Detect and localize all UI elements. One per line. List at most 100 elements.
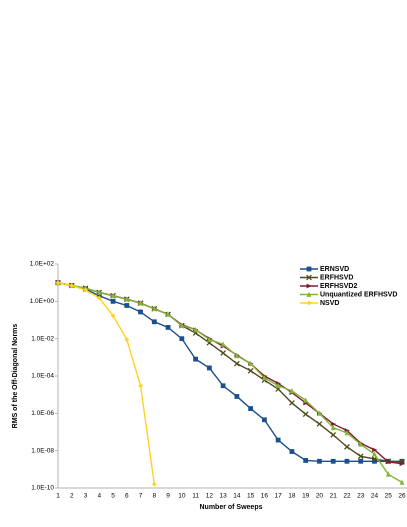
marker [262,417,267,423]
marker [179,336,185,342]
marker [206,365,212,371]
marker [399,479,405,485]
marker [289,400,295,406]
x-tick-label: 22 [343,493,351,500]
marker [124,303,130,308]
x-tick-label: 2 [70,493,74,500]
marker [306,291,312,297]
x-tick-label: 13 [220,493,228,500]
marker [234,352,240,359]
marker [165,311,171,317]
x-tick-label: 23 [357,493,365,500]
marker [275,437,281,443]
x-tick-label: 20 [316,493,324,500]
y-tick-label: 1.0E-02 [31,335,54,342]
x-tick-label: 6 [125,493,129,500]
x-tick-label: 4 [97,493,101,500]
marker [303,397,309,403]
x-tick-label: 17 [275,493,283,500]
marker [306,266,312,272]
x-tick-label: 3 [84,493,88,500]
legend-label: NSVD [320,300,339,307]
marker [317,410,322,416]
marker [151,319,157,325]
marker [138,300,143,306]
marker [330,421,337,427]
marker [372,458,377,464]
marker [262,374,267,381]
x-tick-label: 15 [247,493,255,500]
marker [138,309,143,315]
marker [220,383,226,389]
marker [83,287,88,293]
x-tick-label: 18 [288,493,296,500]
marker [234,360,240,367]
marker [317,458,322,464]
marker [248,406,254,411]
x-tick-label: 5 [111,493,115,500]
marker [220,341,226,347]
marker [358,441,364,447]
y-axis-label: RMS of the Off-Diagonal Norms [12,324,19,429]
x-tick-label: 8 [153,493,157,500]
marker [179,322,185,329]
marker [303,458,309,463]
marker [55,280,61,286]
x-tick-label: 11 [192,493,199,500]
marker [138,383,143,389]
marker [306,300,312,306]
legend-label: ERFHSVD [320,274,353,281]
marker [124,337,130,342]
marker [124,296,130,302]
series-line [57,281,156,485]
marker [275,382,281,389]
marker [344,458,350,464]
x-tick-label: 9 [166,493,170,500]
marker [110,292,116,299]
marker [330,458,336,464]
y-tick-label: 1.0E+00 [30,298,55,305]
marker [247,367,254,374]
x-tick-label: 7 [139,493,143,500]
marker [302,411,309,418]
marker [193,326,198,333]
x-axis-label: Number of Sweeps [199,504,262,511]
marker [165,325,171,330]
x-tick-label: 26 [398,493,406,500]
marker [206,336,212,342]
legend-label: ERNSVD [320,266,349,273]
marker [151,481,157,487]
x-tick-label: 19 [302,493,310,500]
x-tick-label: 24 [371,493,379,500]
legend-label: Unquantized ERFHSVD [320,291,397,298]
marker [358,458,364,464]
x-tick-label: 10 [178,493,186,500]
marker [372,447,378,453]
marker [96,289,102,295]
series-line [57,281,403,483]
marker [344,429,350,436]
y-tick-label: 1.0E+02 [30,261,55,268]
marker [372,451,377,457]
marker [344,443,350,450]
marker [385,471,391,477]
marker [96,295,102,301]
legend-label: ERFHSVD2 [320,283,357,290]
y-tick-label: 1.0E-04 [31,373,54,380]
marker [330,432,337,438]
marker [220,350,226,356]
marker [110,298,116,304]
y-tick-label: 1.0E-08 [31,447,54,454]
x-tick-label: 16 [261,493,269,500]
marker [234,394,240,399]
marker [316,421,323,427]
marker [69,283,75,288]
marker [306,274,312,281]
marker [193,356,198,362]
marker [399,461,405,467]
marker [110,313,116,319]
marker [330,424,336,431]
marker [289,387,295,394]
marker [248,360,254,367]
